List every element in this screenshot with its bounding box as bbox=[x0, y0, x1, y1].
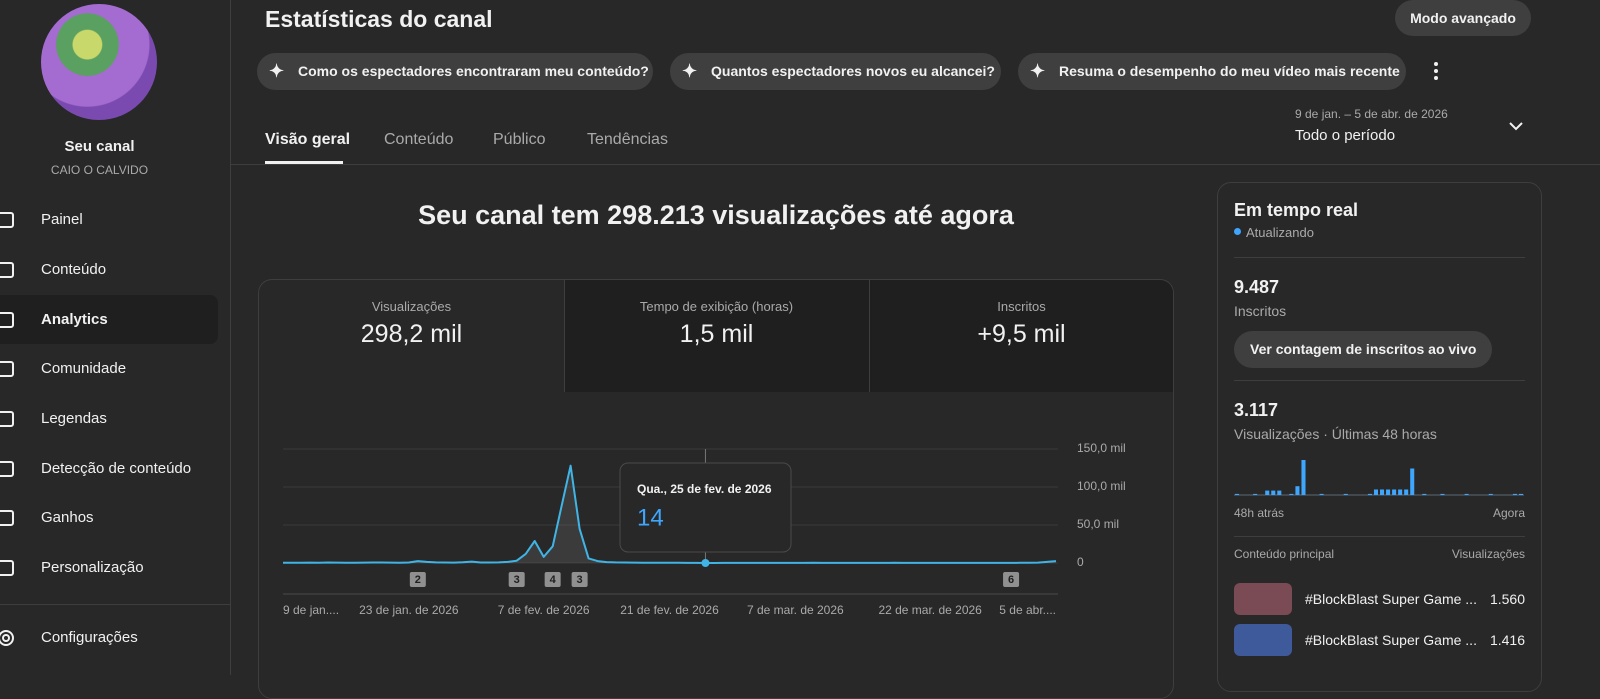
realtime-title: Em tempo real bbox=[1234, 200, 1359, 220]
nav-settings[interactable]: Configurações bbox=[41, 629, 138, 646]
tab[interactable]: Conteúdo bbox=[384, 131, 454, 148]
metric-inactive-bg bbox=[564, 280, 1173, 392]
headline: Seu canal tem 298.213 visualizações até … bbox=[418, 200, 1014, 230]
chart-end-label: Agora bbox=[1492, 506, 1525, 520]
overview-card: Visualizações 298,2 mil Tempo de exibição … bbox=[258, 279, 1174, 699]
subscriber-count: 9.487 bbox=[1234, 277, 1280, 297]
nav-item[interactable]: Legendas bbox=[41, 410, 107, 427]
content-views: 1.560 bbox=[1489, 591, 1525, 607]
realtime-status: Atualizando bbox=[1246, 225, 1314, 240]
date-dropdown[interactable] bbox=[1508, 120, 1524, 134]
suggestion-text: Quantos espectadores novos eu alcancei? bbox=[711, 63, 995, 79]
tab[interactable]: Tendências bbox=[587, 131, 668, 148]
tab-underline bbox=[265, 161, 343, 164]
nav-item[interactable]: Personalização bbox=[41, 559, 144, 576]
metric-divider bbox=[869, 280, 870, 392]
nav-item[interactable]: Analytics bbox=[41, 311, 108, 328]
content-title[interactable]: #BlockBlast Super Game ... bbox=[1305, 591, 1477, 607]
metric-value[interactable]: 298,2 mil bbox=[360, 320, 463, 348]
top-content-header: Conteúdo principal bbox=[1234, 547, 1335, 561]
nav-active-highlight bbox=[0, 295, 218, 344]
nav-item[interactable]: Comunidade bbox=[41, 360, 127, 377]
realtime-card: Em tempo real Atualizando 9.487 Inscrito… bbox=[1217, 182, 1542, 692]
nav-icon bbox=[0, 560, 14, 576]
content-views: 1.416 bbox=[1489, 632, 1525, 648]
channel-label: Seu canal bbox=[64, 138, 135, 155]
settings-icon bbox=[0, 630, 14, 646]
views-label: Visualizações · Últimas 48 horas bbox=[1234, 426, 1437, 442]
nav-icon bbox=[0, 411, 14, 427]
suggestion-text: Resuma o desempenho do meu vídeo mais re… bbox=[1059, 63, 1400, 79]
metric-label: Visualizações bbox=[371, 299, 452, 314]
metric-value[interactable]: 1,5 mil bbox=[679, 320, 754, 348]
advanced-mode-button[interactable]: Modo avançado bbox=[1395, 0, 1531, 36]
thumbnail[interactable] bbox=[1234, 624, 1292, 656]
divider bbox=[1234, 257, 1525, 258]
sparkle-icon: ✦ bbox=[1030, 61, 1046, 81]
suggestion-chip[interactable]: ✦ Quantos espectadores novos eu alcancei? bbox=[670, 53, 1001, 90]
metric-label: Tempo de exibição (horas) bbox=[639, 299, 794, 314]
nav-icon bbox=[0, 312, 14, 328]
metric-value[interactable]: +9,5 mil bbox=[977, 320, 1066, 348]
metric-label: Inscritos bbox=[997, 299, 1046, 314]
page-title: Estatísticas do canal bbox=[265, 6, 493, 32]
status-dot bbox=[1234, 228, 1241, 235]
suggestion-text: Como os espectadores encontraram meu con… bbox=[298, 63, 649, 79]
chart-start-label: 48h atrás bbox=[1234, 506, 1285, 520]
metric-divider bbox=[564, 280, 565, 392]
subscriber-label: Inscritos bbox=[1234, 303, 1287, 319]
nav-item[interactable]: Ganhos bbox=[41, 509, 94, 526]
header-divider bbox=[231, 164, 1600, 165]
views-count: 3.117 bbox=[1234, 400, 1279, 420]
nav-item[interactable]: Detecção de conteúdo bbox=[41, 460, 192, 477]
channel-name: CAIO O CALVIDO bbox=[50, 163, 149, 177]
nav-icon bbox=[0, 212, 14, 228]
thumbnail[interactable] bbox=[1234, 583, 1292, 615]
suggestion-chip[interactable]: ✦ Como os espectadores encontraram meu co… bbox=[257, 53, 653, 90]
suggestion-chip[interactable]: ✦ Resuma o desempenho do meu vídeo mais r… bbox=[1018, 53, 1406, 90]
nav-icon bbox=[0, 361, 14, 377]
divider bbox=[0, 604, 231, 605]
nav-icon bbox=[0, 262, 14, 278]
top-views-header: Visualizações bbox=[1451, 547, 1525, 561]
nav-icon bbox=[0, 510, 14, 526]
date-range: 9 de jan. – 5 de abr. de 2026 bbox=[1295, 107, 1448, 121]
nav-item[interactable]: Conteúdo bbox=[41, 261, 107, 278]
date-period[interactable]: Todo o período bbox=[1295, 127, 1396, 144]
divider bbox=[1234, 536, 1525, 537]
tab[interactable]: Público bbox=[493, 131, 546, 148]
channel-avatar[interactable] bbox=[41, 4, 157, 120]
content-title[interactable]: #BlockBlast Super Game ... bbox=[1305, 632, 1477, 648]
sparkle-icon: ✦ bbox=[682, 61, 698, 81]
live-count-button[interactable]: Ver contagem de inscritos ao vivo bbox=[1234, 331, 1493, 368]
divider bbox=[1234, 380, 1525, 381]
nav-icon bbox=[0, 461, 14, 477]
sidebar: Seu canal CAIO O CALVIDO Painel Conteúdo A… bbox=[0, 0, 231, 675]
nav-item[interactable]: Painel bbox=[41, 211, 83, 228]
sparkle-icon: ✦ bbox=[269, 61, 285, 81]
more-menu[interactable] bbox=[1428, 60, 1444, 82]
tab[interactable]: Visão geral bbox=[265, 131, 351, 148]
